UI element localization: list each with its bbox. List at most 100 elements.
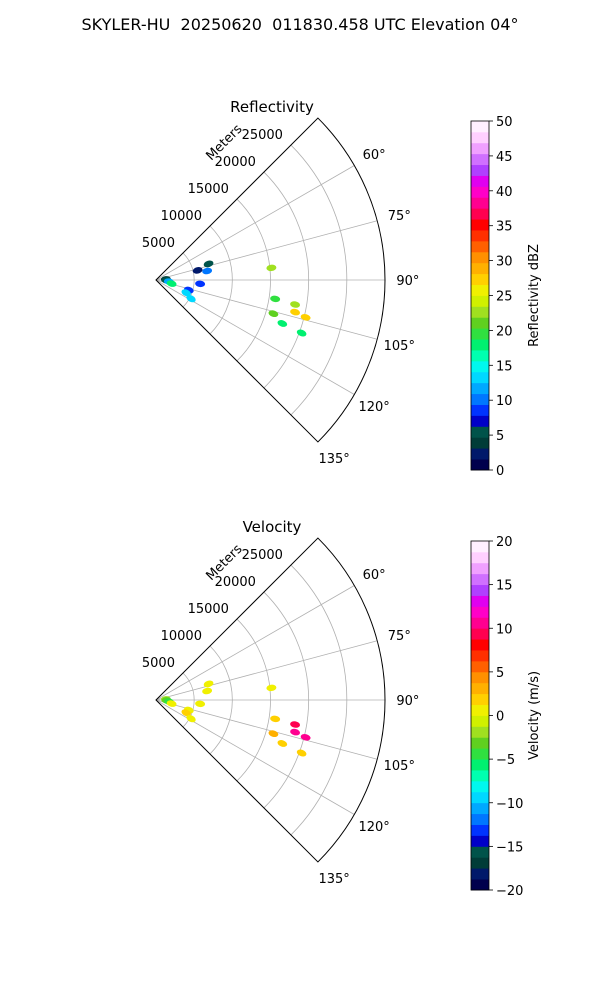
colorbar-segment: [471, 219, 489, 231]
colorbar-segment: [471, 230, 489, 242]
colorbar-segment: [471, 835, 489, 847]
colorbar-tick-label: −5: [496, 753, 515, 768]
colorbar-label: Reflectivity dBZ: [527, 244, 542, 347]
colorbar-tick-label: 0: [496, 710, 504, 725]
colorbar-segment: [471, 153, 489, 166]
colorbar-segment: [471, 824, 489, 836]
colorbar-segment: [471, 541, 489, 553]
azimuth-gridline: [155, 279, 355, 395]
colorbar-segment: [471, 273, 489, 285]
colorbar-tick-label: 0: [496, 464, 504, 479]
colorbar-segment: [471, 562, 489, 575]
colorbar-segment: [471, 284, 489, 296]
echo-point: [186, 294, 196, 303]
chart-panel-2: Velocity 5000 10000 15000 20000 25000 60° 75° 90…: [142, 518, 542, 899]
chart-panel-1: Reflectivity 5000 10000 15000 20000 25000 60° 7…: [142, 98, 542, 479]
colorbar-segment: [471, 240, 489, 253]
colorbar-segment: [471, 339, 489, 351]
range-tick-label: 5000: [142, 236, 175, 251]
colorbar-segment: [471, 306, 489, 318]
colorbar-segment: [471, 251, 489, 264]
echo-point: [202, 267, 213, 275]
colorbar-segment: [471, 650, 489, 662]
colorbar-segment: [471, 317, 489, 329]
echo-point: [290, 301, 301, 308]
echo-point: [290, 728, 301, 736]
colorbar-segment: [471, 606, 489, 618]
echo-point: [203, 260, 214, 268]
range-tick-label: 20000: [215, 575, 256, 590]
colorbar-segment: [471, 693, 489, 705]
colorbar-segment: [471, 164, 489, 176]
colorbar-segment: [471, 770, 489, 782]
echo-point: [202, 687, 213, 695]
colorbar-segment: [471, 142, 489, 155]
echo-point: [166, 280, 177, 287]
echo-point: [300, 313, 311, 321]
echo-point: [300, 733, 311, 741]
colorbar-tick-label: −10: [496, 797, 523, 812]
colorbar-segment: [471, 660, 489, 673]
colorbar-segment: [471, 121, 489, 133]
range-tick-label: 20000: [215, 155, 256, 170]
azimuth-gridline: [155, 699, 355, 815]
echo-point: [277, 320, 288, 327]
colorbar-segment: [471, 328, 489, 340]
echo-point: [290, 721, 301, 728]
echo-point: [296, 329, 307, 337]
colorbar-tick-label: 25: [496, 290, 513, 305]
echo-point: [186, 714, 196, 723]
azimuth-tick-label: 60°: [363, 568, 386, 583]
sector-frame: [155, 117, 386, 443]
colorbar-tick-label: −15: [496, 840, 523, 855]
range-tick-label: 10000: [161, 209, 202, 224]
colorbar-segment: [471, 737, 489, 749]
colorbar-segment: [471, 131, 489, 144]
colorbar-segment: [471, 437, 489, 449]
azimuth-gridline: [155, 585, 355, 701]
colorbar-segment: [471, 404, 489, 416]
echo-point: [166, 700, 177, 707]
colorbar-segment: [471, 780, 489, 793]
echo-point: [296, 749, 307, 757]
range-tick-label: 5000: [142, 656, 175, 671]
colorbar-tick-label: 15: [496, 359, 513, 374]
colorbar-segment: [471, 639, 489, 651]
range-tick-label: 15000: [188, 182, 229, 197]
colorbar-segment: [471, 197, 489, 209]
azimuth-gridline: [155, 640, 378, 701]
colorbar-segment: [471, 186, 489, 198]
range-tick-label: 25000: [242, 548, 283, 563]
colorbar-segment: [471, 415, 489, 427]
colorbar-segment: [471, 448, 489, 460]
echo-point: [290, 308, 301, 316]
echo-point: [266, 264, 277, 272]
colorbar-segment: [471, 595, 489, 607]
colorbar-tick-label: 15: [496, 579, 513, 594]
colorbar-tick-label: 20: [496, 324, 513, 339]
colorbar-segment: [471, 573, 489, 586]
figure-title: SKYLER-HU 20250620 011830.458 UTC Elevat…: [81, 15, 519, 34]
colorbar-segment: [471, 868, 489, 880]
colorbar-tick-label: 40: [496, 185, 513, 200]
colorbar-segment: [471, 426, 489, 438]
colorbar-tick-label: 20: [496, 535, 513, 550]
azimuth-tick-label: 60°: [363, 148, 386, 163]
colorbar-segment: [471, 846, 489, 858]
colorbar-tick-label: 5: [496, 429, 504, 444]
azimuth-tick-label: 90°: [396, 274, 419, 289]
colorbar-tick-label: 45: [496, 150, 513, 165]
colorbar-segment: [471, 584, 489, 596]
azimuth-tick-label: 90°: [396, 694, 419, 709]
azimuth-tick-label: 120°: [358, 400, 389, 415]
colorbar-segment: [471, 628, 489, 640]
echo-point: [268, 310, 279, 318]
range-tick-label: 15000: [188, 602, 229, 617]
colorbar-segment: [471, 857, 489, 869]
colorbar-segment: [471, 748, 489, 760]
colorbar-tick-label: 50: [496, 115, 513, 130]
colorbar-segment: [471, 208, 489, 220]
echo-point: [192, 267, 203, 274]
chart-title: Reflectivity: [230, 98, 314, 116]
